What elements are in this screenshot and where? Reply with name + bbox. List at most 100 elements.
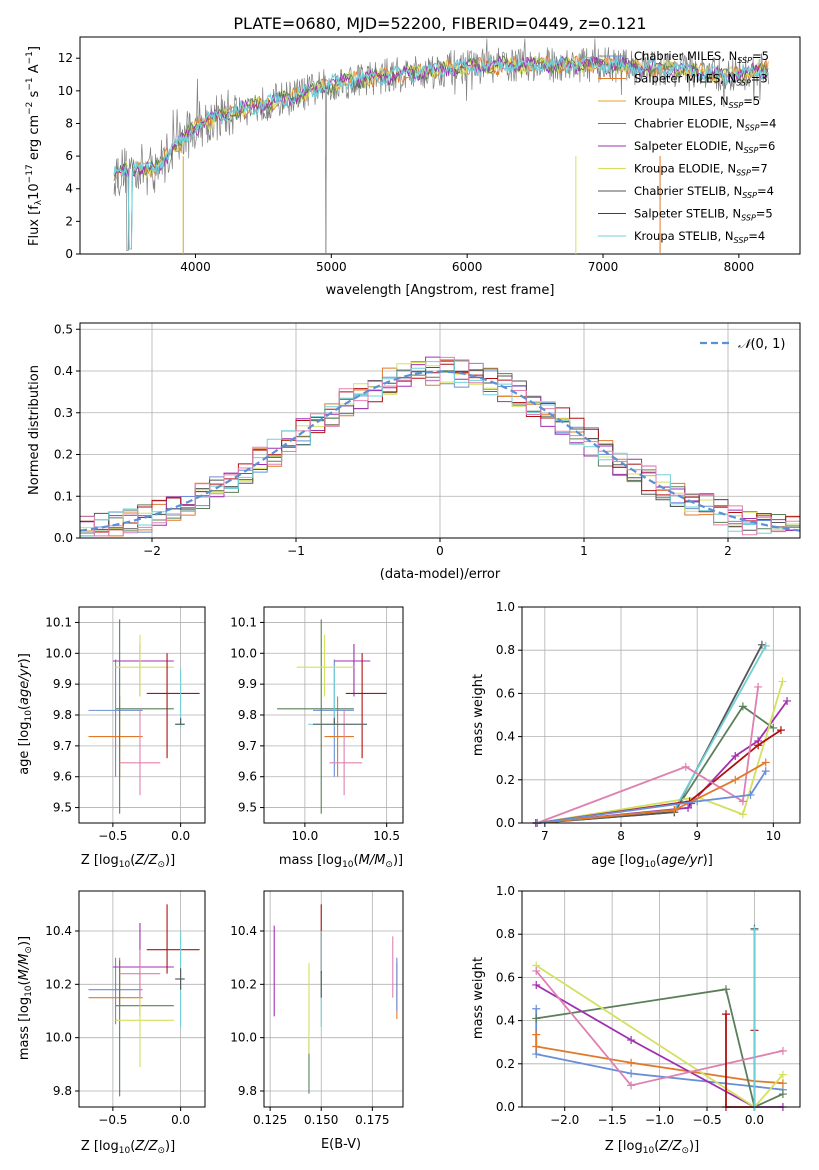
mass-weight-marker — [746, 790, 755, 799]
x-tick-label: 6000 — [452, 260, 483, 274]
axes-frame — [521, 890, 801, 1108]
figure-title: PLATE=0680, MJD=52200, FIBERID=0449, z=0… — [233, 14, 646, 33]
x-tick-label: −2 — [143, 544, 161, 558]
x-tick-label: 10.0 — [292, 829, 319, 843]
weight-z-y-label: mass weight — [471, 957, 486, 1039]
y-tick-label: 9.5 — [53, 801, 72, 815]
legend-label: Salpeter STELIB, NSSP=5 — [634, 207, 773, 223]
mass-weight-marker — [532, 1042, 541, 1051]
y-tick-label: 10.4 — [230, 924, 257, 938]
mass-weight-marker — [778, 1070, 787, 1079]
y-tick-label: 9.7 — [238, 739, 257, 753]
legend-label: Salpeter MILES, NSSP=3 — [634, 72, 768, 88]
legend-label: Kroupa STELIB, NSSP=4 — [634, 229, 765, 245]
spectrum-legend: Chabrier MILES, NSSP=5 Salpeter MILES, NS… — [598, 49, 776, 245]
y-tick-label: 9.6 — [238, 770, 257, 784]
weight-vs-metallicity-plot: −2.0 −1.5 −1.0 −0.5 0.0 0.0 0.2 0.4 0.6 0.8 1.0 — [496, 884, 801, 1127]
mass-weight-marker — [738, 797, 747, 806]
axes-frame — [78, 606, 206, 824]
mass-weight-marker — [778, 677, 787, 686]
spectrum-x-label: wavelength [Angstrom, rest frame] — [326, 283, 555, 298]
age-z-y-label: age [log10(age/yr)] — [17, 653, 34, 775]
model-spectrum — [113, 55, 769, 250]
x-tick-label: −0.5 — [692, 1113, 721, 1127]
mass-weight-marker — [731, 775, 740, 784]
residual-y-label: Normed distribution — [27, 365, 42, 495]
x-tick-label: 0.125 — [253, 1113, 287, 1127]
mass-weight-marker — [684, 803, 693, 812]
y-tick-label: 0.1 — [54, 489, 73, 503]
y-tick-label: 0 — [65, 247, 73, 261]
y-tick-label: 0.6 — [496, 970, 515, 984]
residual-histograms — [80, 356, 800, 537]
weight-z-x-label: Z [log10(Z/Z⊙)] — [605, 1139, 699, 1156]
weight-age-y-label: mass weight — [471, 674, 486, 756]
mass-weight-marker — [627, 1081, 636, 1090]
spectrum-ticks: 4000 5000 6000 7000 8000 0 2 4 6 8 10 12 — [58, 51, 754, 274]
y-tick-label: 10.0 — [230, 646, 257, 660]
x-tick-label: 2 — [724, 544, 732, 558]
residual-histogram — [80, 356, 800, 537]
mass-weight-marker — [761, 641, 770, 650]
y-tick-label: 0.0 — [54, 531, 73, 545]
mass-weight-marker — [776, 726, 785, 735]
gaussian-legend-label: 𝒩(0, 1) — [738, 337, 785, 352]
y-tick-label: 10 — [58, 84, 73, 98]
legend-label: Salpeter ELODIE, NSSP=6 — [634, 139, 775, 155]
model-spectrum — [113, 55, 769, 250]
y-tick-label: 0.2 — [54, 448, 73, 462]
residual-plot: −2 −1 0 1 2 0.0 0.1 0.2 0.3 0.4 0.5 (data-model)/e… — [27, 322, 801, 582]
y-tick-label: 9.8 — [53, 708, 72, 722]
y-tick-label: 6 — [65, 149, 73, 163]
y-tick-label: 0.3 — [54, 406, 73, 420]
x-tick-label: 1 — [580, 544, 588, 558]
x-tick-label: 0.150 — [304, 1113, 338, 1127]
y-tick-label: 10.2 — [45, 977, 72, 991]
legend-label: Chabrier MILES, NSSP=5 — [634, 49, 769, 65]
x-tick-label: 0.0 — [171, 829, 190, 843]
mass-weight-marker — [754, 741, 763, 750]
mass-weight-marker — [627, 1036, 636, 1045]
x-tick-label: 9 — [693, 829, 701, 843]
axes-frame — [263, 606, 404, 824]
age-mass-x-label: mass [log10(M/M⊙)] — [279, 853, 403, 870]
mass-weight-marker — [721, 1010, 730, 1019]
y-tick-label: 10.0 — [230, 1031, 257, 1045]
mass-weight-marker — [532, 1004, 541, 1013]
mass-weight-marker — [778, 1046, 787, 1055]
x-tick-label: −1.5 — [598, 1113, 627, 1127]
mass-weight-line — [537, 770, 767, 824]
mass-weight-marker — [761, 767, 770, 776]
mass-weight-marker — [532, 1030, 541, 1039]
mass-weight-marker — [693, 797, 702, 806]
y-tick-label: 0.2 — [496, 773, 515, 787]
gaussian-curve — [79, 370, 801, 532]
mass-weight-marker — [783, 696, 792, 705]
spectrum-y-label: Flux [fλ10−17 erg cm−2 s−1 A−1] — [25, 46, 44, 246]
y-tick-label: 0.2 — [496, 1057, 515, 1071]
x-tick-label: 0.0 — [745, 1113, 764, 1127]
y-tick-label: 1.0 — [496, 884, 515, 898]
y-tick-label: 9.7 — [53, 739, 72, 753]
y-tick-label: 2 — [65, 214, 73, 228]
mass-weight-marker — [750, 925, 759, 934]
mass-weight-line — [537, 681, 784, 824]
age-z-x-label: Z [log10(Z/Z⊙)] — [81, 853, 175, 870]
y-tick-label: 0.6 — [496, 686, 515, 700]
y-tick-label: 0.4 — [496, 1014, 515, 1028]
spectrum-plot: 4000 5000 6000 7000 8000 0 2 4 6 8 10 12 wavelength… — [25, 36, 801, 298]
y-tick-label: 9.6 — [53, 770, 72, 784]
mass-weight-marker — [761, 758, 770, 767]
y-tick-label: 8 — [65, 116, 73, 130]
x-tick-label: −1.0 — [645, 1113, 674, 1127]
mass-z-x-label: Z [log10(Z/Z⊙)] — [81, 1139, 175, 1156]
x-tick-label: 4000 — [180, 260, 211, 274]
mass-weight-marker — [721, 985, 730, 994]
mass-weight-marker — [754, 682, 763, 691]
y-tick-label: 10.1 — [230, 615, 257, 629]
mass-z-y-label: mass [log10(M/M⊙)] — [17, 936, 34, 1060]
mass-vs-ebv-plot: 0.125 0.150 0.175 9.8 10.0 10.2 10.4 — [230, 890, 404, 1127]
y-tick-label: 4 — [65, 182, 73, 196]
legend-label: Kroupa ELODIE, NSSP=7 — [634, 162, 768, 178]
mass-weight-marker — [738, 810, 747, 819]
